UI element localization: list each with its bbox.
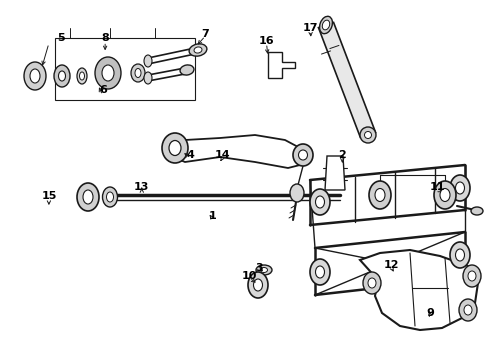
Text: 15: 15 xyxy=(41,191,57,201)
Ellipse shape xyxy=(30,69,40,83)
Ellipse shape xyxy=(298,150,307,160)
Ellipse shape xyxy=(83,190,93,204)
Text: 12: 12 xyxy=(383,260,398,270)
Text: 1: 1 xyxy=(208,211,216,221)
Ellipse shape xyxy=(102,187,117,207)
Ellipse shape xyxy=(24,62,46,90)
Ellipse shape xyxy=(454,182,464,194)
Ellipse shape xyxy=(180,65,194,75)
Text: 17: 17 xyxy=(302,23,318,33)
Text: 4: 4 xyxy=(186,150,194,160)
Ellipse shape xyxy=(458,299,476,321)
Ellipse shape xyxy=(189,44,206,56)
Ellipse shape xyxy=(247,272,267,298)
Text: 2: 2 xyxy=(338,150,346,160)
Ellipse shape xyxy=(256,265,271,275)
Ellipse shape xyxy=(77,68,87,84)
Ellipse shape xyxy=(102,65,114,81)
Ellipse shape xyxy=(106,192,113,202)
Ellipse shape xyxy=(309,259,329,285)
Ellipse shape xyxy=(470,207,482,215)
Text: 6: 6 xyxy=(99,85,106,95)
Ellipse shape xyxy=(131,64,145,82)
Ellipse shape xyxy=(462,265,480,287)
Polygon shape xyxy=(173,135,305,168)
Ellipse shape xyxy=(59,71,65,81)
Ellipse shape xyxy=(322,20,329,30)
Ellipse shape xyxy=(368,181,390,209)
Ellipse shape xyxy=(77,183,99,211)
Ellipse shape xyxy=(292,144,312,166)
Ellipse shape xyxy=(367,278,375,288)
Text: 13: 13 xyxy=(134,182,149,192)
Ellipse shape xyxy=(463,305,471,315)
Text: 5: 5 xyxy=(57,33,65,43)
Polygon shape xyxy=(267,52,294,78)
Ellipse shape xyxy=(374,189,384,202)
Ellipse shape xyxy=(54,65,70,87)
Ellipse shape xyxy=(315,266,324,278)
Ellipse shape xyxy=(449,242,469,268)
Ellipse shape xyxy=(162,133,187,163)
Ellipse shape xyxy=(143,55,152,67)
Ellipse shape xyxy=(364,131,371,139)
Ellipse shape xyxy=(467,271,475,281)
Ellipse shape xyxy=(80,72,84,80)
Ellipse shape xyxy=(315,196,324,208)
Text: 9: 9 xyxy=(426,308,433,318)
Polygon shape xyxy=(55,38,195,100)
Ellipse shape xyxy=(135,68,141,77)
Ellipse shape xyxy=(253,279,262,291)
Ellipse shape xyxy=(260,267,267,273)
Text: 8: 8 xyxy=(101,33,109,43)
Polygon shape xyxy=(318,22,375,138)
Polygon shape xyxy=(359,250,477,330)
Ellipse shape xyxy=(309,189,329,215)
Text: 3: 3 xyxy=(255,263,263,273)
Ellipse shape xyxy=(95,57,121,89)
Text: 16: 16 xyxy=(258,36,274,46)
Ellipse shape xyxy=(439,189,449,202)
Ellipse shape xyxy=(359,127,375,143)
Ellipse shape xyxy=(143,72,152,84)
Text: 7: 7 xyxy=(201,29,209,39)
Ellipse shape xyxy=(169,140,181,156)
Ellipse shape xyxy=(433,181,455,209)
Ellipse shape xyxy=(289,184,304,202)
Ellipse shape xyxy=(454,249,464,261)
Ellipse shape xyxy=(319,16,332,34)
Ellipse shape xyxy=(449,175,469,201)
Ellipse shape xyxy=(194,47,202,53)
Text: 10: 10 xyxy=(241,271,257,282)
Text: 11: 11 xyxy=(429,182,445,192)
Polygon shape xyxy=(325,156,345,190)
Text: 14: 14 xyxy=(214,150,230,160)
Ellipse shape xyxy=(362,272,380,294)
